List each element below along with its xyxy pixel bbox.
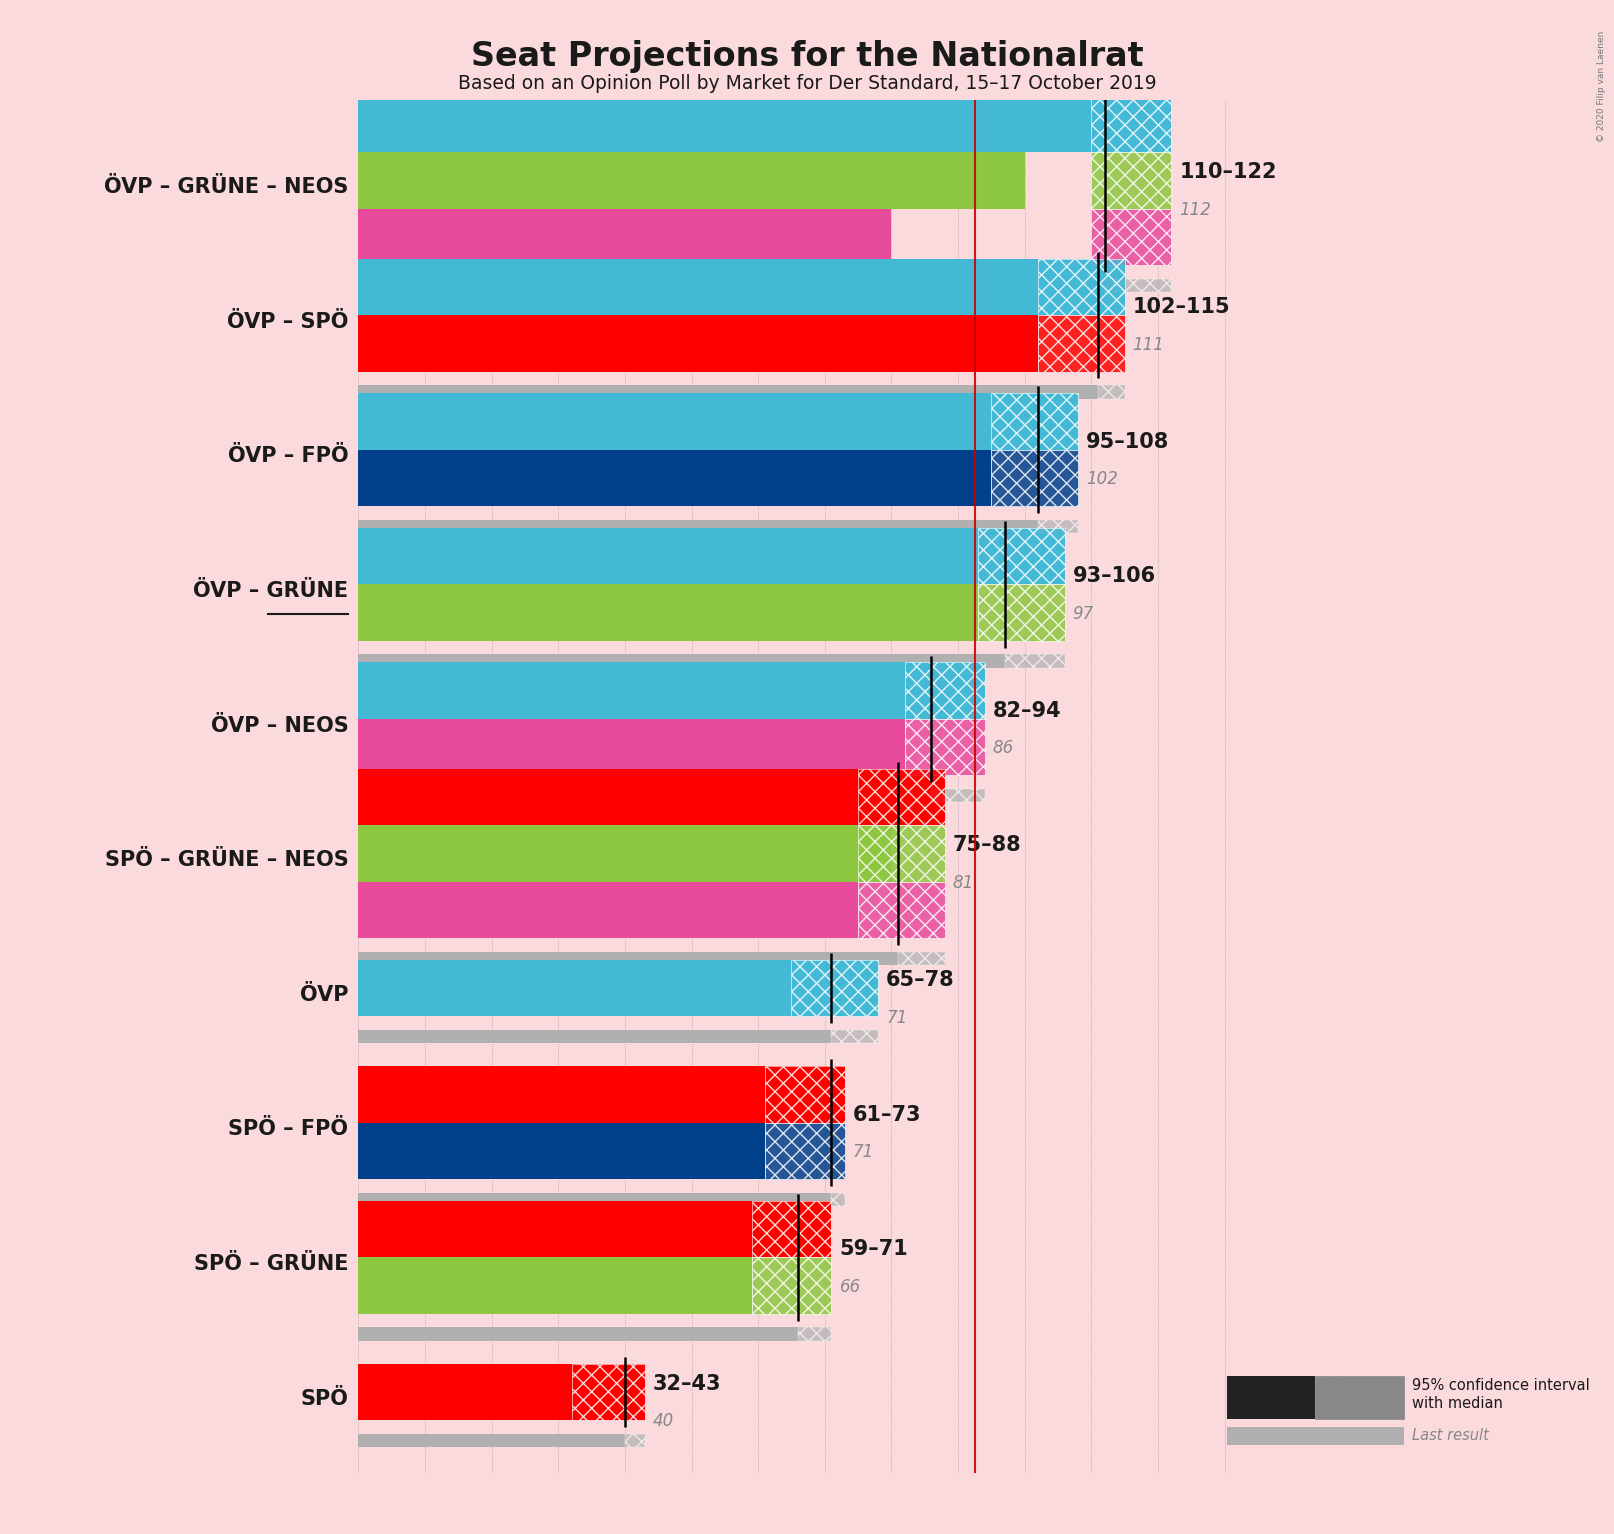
Bar xyxy=(1091,95,1172,152)
Bar xyxy=(358,584,978,641)
Text: 95–108: 95–108 xyxy=(1086,431,1169,451)
Bar xyxy=(905,719,985,775)
Bar xyxy=(905,663,985,719)
Text: Last result: Last result xyxy=(1412,1428,1490,1443)
Bar xyxy=(765,1123,844,1180)
Bar xyxy=(358,882,859,939)
Bar xyxy=(1091,209,1172,265)
Text: 93–106: 93–106 xyxy=(1073,566,1156,586)
Bar xyxy=(358,1123,765,1180)
Bar xyxy=(752,1258,831,1313)
Bar xyxy=(358,1434,625,1447)
Text: 111: 111 xyxy=(1133,336,1164,354)
Text: ÖVP – GRÜNE – NEOS: ÖVP – GRÜNE – NEOS xyxy=(103,178,349,198)
Bar xyxy=(978,584,1065,641)
Bar xyxy=(1038,314,1125,371)
Text: ÖVP – SPÖ: ÖVP – SPÖ xyxy=(228,311,349,331)
Text: 110–122: 110–122 xyxy=(1180,163,1277,183)
Bar xyxy=(1098,385,1125,399)
Text: 97: 97 xyxy=(1073,604,1094,623)
Bar xyxy=(358,95,1172,152)
Text: ÖVP – GRÜNE: ÖVP – GRÜNE xyxy=(194,581,349,601)
Bar xyxy=(358,960,878,1017)
Bar xyxy=(831,1192,844,1206)
Text: 102: 102 xyxy=(1086,471,1119,488)
Bar xyxy=(1091,152,1172,209)
Bar xyxy=(358,314,1038,371)
Text: ÖVP – NEOS: ÖVP – NEOS xyxy=(211,715,349,736)
Bar xyxy=(625,1434,646,1447)
Text: 65–78: 65–78 xyxy=(886,969,955,989)
Bar xyxy=(358,1364,646,1420)
Bar xyxy=(1038,259,1125,314)
Bar xyxy=(358,1029,831,1043)
Bar xyxy=(799,1327,831,1341)
Text: 40: 40 xyxy=(654,1413,675,1431)
Text: 86: 86 xyxy=(993,739,1014,758)
Bar xyxy=(358,449,991,506)
Text: ÖVP – FPÖ: ÖVP – FPÖ xyxy=(228,446,349,466)
Text: SPÖ: SPÖ xyxy=(300,1388,349,1408)
Text: 66: 66 xyxy=(839,1278,860,1296)
Text: 59–71: 59–71 xyxy=(839,1239,909,1259)
Text: 61–73: 61–73 xyxy=(852,1104,922,1124)
Text: Seat Projections for the Nationalrat: Seat Projections for the Nationalrat xyxy=(471,40,1143,74)
Bar xyxy=(358,1192,831,1206)
Text: © 2020 Filip van Laenen: © 2020 Filip van Laenen xyxy=(1596,31,1606,143)
Text: 82–94: 82–94 xyxy=(993,701,1062,721)
Bar xyxy=(358,788,931,802)
Bar xyxy=(791,960,878,1017)
Bar xyxy=(897,951,944,965)
Bar xyxy=(358,152,1025,209)
Bar xyxy=(358,1327,799,1341)
Bar xyxy=(931,788,985,802)
Bar xyxy=(358,663,985,719)
Text: 112: 112 xyxy=(1180,201,1210,219)
Bar xyxy=(765,1066,844,1123)
Bar xyxy=(358,279,1104,291)
Text: 71: 71 xyxy=(852,1143,875,1161)
Bar xyxy=(358,393,1078,449)
Bar xyxy=(1004,655,1065,667)
Bar xyxy=(358,951,897,965)
Text: SPÖ – FPÖ: SPÖ – FPÖ xyxy=(229,1120,349,1140)
Bar xyxy=(358,259,1125,314)
Bar xyxy=(358,1201,831,1258)
Bar xyxy=(358,655,1004,667)
Bar xyxy=(859,882,944,939)
Bar xyxy=(859,825,944,882)
Bar xyxy=(831,1029,878,1043)
Text: ÖVP: ÖVP xyxy=(300,985,349,1005)
Text: 32–43: 32–43 xyxy=(654,1374,721,1394)
Text: SPÖ – GRÜNE – NEOS: SPÖ – GRÜNE – NEOS xyxy=(105,850,349,870)
Bar xyxy=(752,1201,831,1258)
Bar xyxy=(978,528,1065,584)
Bar xyxy=(991,449,1078,506)
Bar xyxy=(358,769,944,825)
Bar xyxy=(358,1258,752,1313)
Bar xyxy=(1038,520,1078,534)
Bar xyxy=(358,209,891,265)
Bar xyxy=(859,769,944,825)
Bar xyxy=(991,393,1078,449)
Bar xyxy=(358,719,905,775)
Text: 102–115: 102–115 xyxy=(1133,298,1230,318)
Text: 75–88: 75–88 xyxy=(952,836,1022,856)
Bar xyxy=(358,1066,844,1123)
Text: 81: 81 xyxy=(952,874,973,893)
Bar xyxy=(358,528,1065,584)
Bar xyxy=(358,520,1038,534)
Bar xyxy=(571,1364,646,1420)
Text: Based on an Opinion Poll by Market for Der Standard, 15–17 October 2019: Based on an Opinion Poll by Market for D… xyxy=(458,74,1156,92)
Text: SPÖ – GRÜNE: SPÖ – GRÜNE xyxy=(194,1253,349,1275)
Bar xyxy=(1104,279,1172,291)
Bar xyxy=(358,825,891,882)
Bar xyxy=(358,385,1098,399)
Text: 71: 71 xyxy=(886,1009,907,1026)
Text: 95% confidence interval
with median: 95% confidence interval with median xyxy=(1412,1378,1590,1411)
